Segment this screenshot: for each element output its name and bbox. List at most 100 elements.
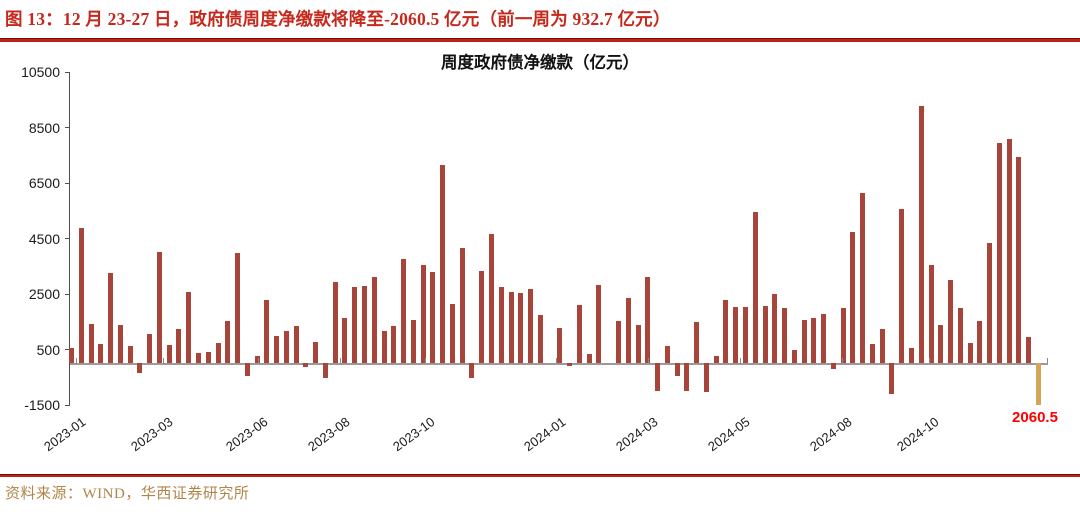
chart-title: 周度政府债净缴款（亿元） <box>441 53 639 72</box>
y-axis-tick-label: -1500 <box>24 397 60 413</box>
x-axis-tick-label: 2023-03 <box>128 414 176 455</box>
bar <box>381 330 387 364</box>
last-bar-value-label: 2060.5 <box>1012 409 1058 426</box>
y-axis-tick-label: 6500 <box>28 175 60 191</box>
bar <box>684 363 690 392</box>
bar <box>313 342 319 364</box>
y-axis-tick-label: 10500 <box>21 64 60 80</box>
bar <box>655 363 661 392</box>
bar <box>957 307 963 364</box>
bar <box>928 264 934 364</box>
bar <box>420 264 426 364</box>
bar <box>430 272 436 364</box>
y-axis-line <box>69 72 70 406</box>
bar <box>723 299 729 364</box>
x-axis-tick-label: 2024-01 <box>521 414 569 455</box>
bar <box>645 277 651 364</box>
y-axis-tick-label: 2500 <box>28 286 60 302</box>
x-axis-end-tick <box>1047 358 1048 364</box>
y-axis-tick <box>65 349 70 350</box>
x-axis-tick-label: 2023-01 <box>41 414 89 455</box>
bar <box>498 286 504 364</box>
bar <box>879 328 885 364</box>
y-axis-tick <box>65 182 70 184</box>
bar <box>811 317 817 364</box>
bar <box>449 303 455 364</box>
x-axis-tick <box>841 358 843 364</box>
bar <box>117 325 123 364</box>
bar <box>69 348 74 364</box>
bar <box>205 351 211 364</box>
bar <box>195 353 201 364</box>
x-axis-tick-label: 2024-10 <box>894 414 942 455</box>
bar <box>156 252 162 364</box>
bar <box>98 344 104 364</box>
bar <box>703 363 709 393</box>
bar <box>733 306 739 364</box>
x-axis-tick <box>928 358 930 364</box>
bar <box>479 270 485 364</box>
y-axis-tick-label: 500 <box>36 341 60 358</box>
y-axis-tick <box>65 293 70 295</box>
bar <box>166 345 172 364</box>
bar <box>567 363 573 367</box>
bar <box>371 277 377 364</box>
bar <box>459 247 465 364</box>
bar <box>850 231 856 364</box>
bar <box>88 324 94 364</box>
bar <box>537 314 543 364</box>
x-axis-tick-label: 2024-08 <box>807 414 855 455</box>
bar <box>78 227 84 364</box>
x-axis-tick-label: 2024-03 <box>613 414 661 455</box>
bar <box>391 326 397 364</box>
bar <box>215 342 221 364</box>
x-axis-tick-label: 2023-06 <box>223 414 271 455</box>
bar <box>948 279 954 364</box>
bar <box>664 346 670 364</box>
bar <box>821 314 827 364</box>
bar <box>889 363 895 395</box>
x-axis-tick-label: 2023-08 <box>305 414 353 455</box>
bar <box>322 363 328 378</box>
bar <box>635 325 641 364</box>
bar <box>1006 139 1012 364</box>
bar <box>596 285 602 364</box>
bar <box>625 298 631 364</box>
bar <box>694 321 700 364</box>
bar <box>801 319 807 364</box>
x-axis-tick <box>75 358 77 364</box>
source-note: 资料来源：WIND，华西证券研究所 <box>5 486 250 502</box>
bar <box>576 304 582 364</box>
x-axis-tick <box>339 358 341 364</box>
figure-caption: 图 13：12 月 23-27 日，政府债周度净缴款将降至-2060.5 亿元（… <box>5 9 671 29</box>
bar <box>274 335 280 364</box>
bar <box>782 308 788 364</box>
bar <box>752 211 758 364</box>
x-axis-zero-line <box>70 363 1048 365</box>
bar <box>742 306 748 364</box>
bar <box>410 319 416 364</box>
y-axis-tick <box>65 238 70 239</box>
y-axis-tick <box>65 71 70 73</box>
bar <box>557 327 563 364</box>
x-axis-tick <box>257 358 259 364</box>
x-axis-tick-label: 2024-05 <box>705 414 753 455</box>
bar <box>977 320 983 364</box>
bar <box>713 355 719 364</box>
bar <box>674 363 680 377</box>
top-divider-line <box>0 38 1080 42</box>
bar <box>1016 156 1022 364</box>
bar <box>362 285 368 364</box>
y-axis-tick-label: 8500 <box>28 119 60 136</box>
bar <box>254 356 260 364</box>
y-axis-tick <box>65 127 70 128</box>
bar <box>137 363 143 374</box>
bar <box>293 326 299 364</box>
bar <box>283 330 289 364</box>
bar <box>264 299 270 364</box>
bar <box>127 345 133 364</box>
x-axis-tick <box>556 358 558 364</box>
bar <box>830 363 836 370</box>
bar <box>176 328 182 364</box>
